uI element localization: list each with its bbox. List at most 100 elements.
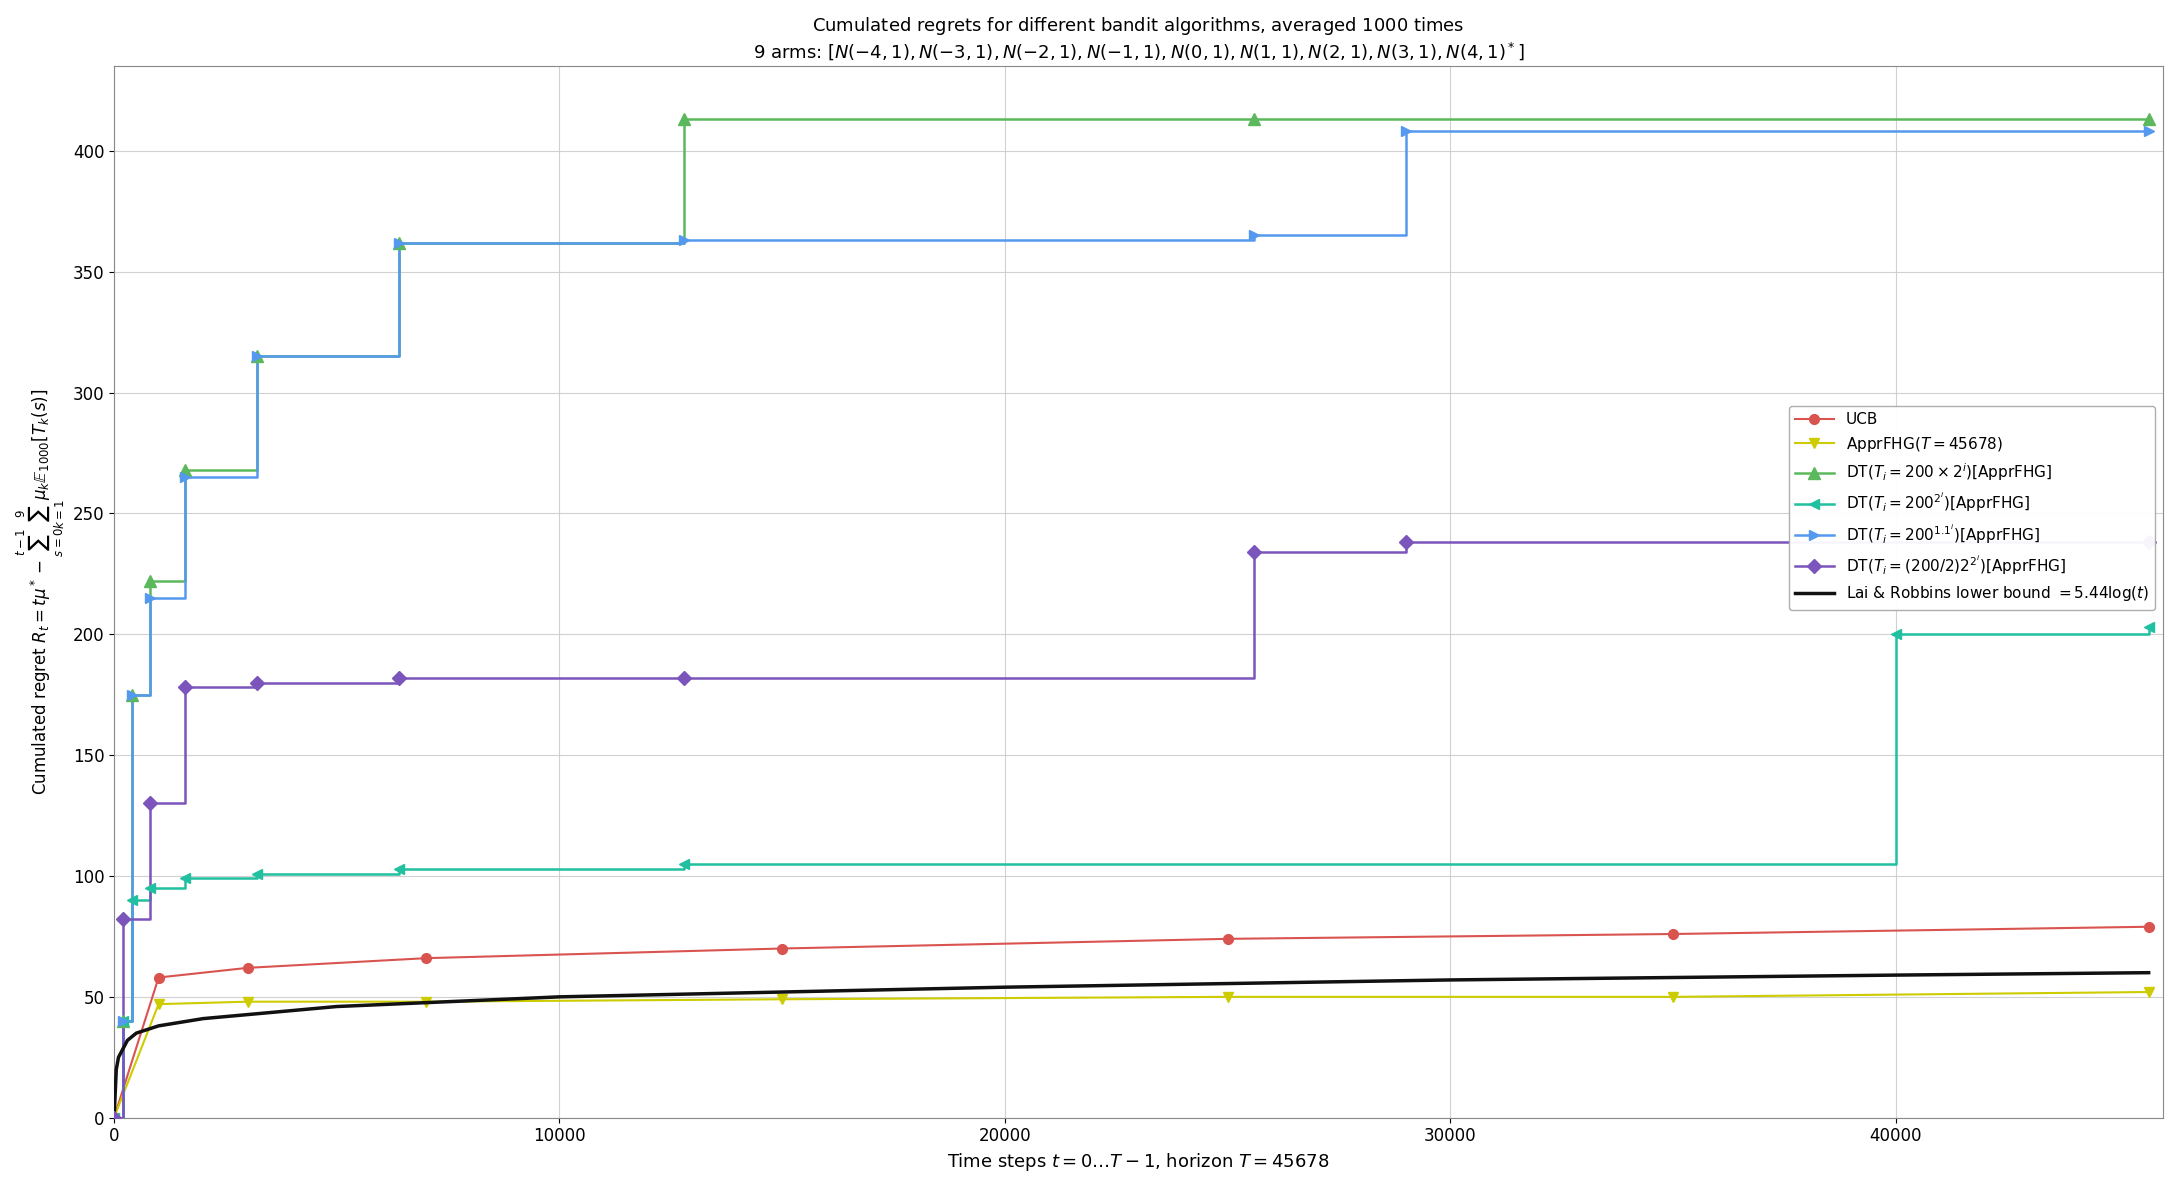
DT($T_i = 200 \times 2^i$)[ApprFHG] (671, 235, 697, 249)
DT($T_i = 200^{2^i}$)[ApprFHG] (137, 881, 163, 896)
DT($T_i = (200/2)2^{2^i}$)[ApprFHG] (244, 681, 270, 695)
DT($T_i = 200^{1.1^i}$)[ApprFHG] (109, 1013, 135, 1028)
DT($T_i = 200 \times 2^i$)[ApprFHG] (2137, 112, 2163, 126)
DT($T_i = 200^{2^i}$)[ApprFHG] (172, 881, 198, 896)
DT($T_i = 200^{1.1^i}$)[ApprFHG] (671, 233, 697, 247)
DT($T_i = 200^{2^i}$)[ApprFHG] (386, 861, 412, 876)
Title: Cumulated regrets for different bandit algorithms, averaged $1000$ times
9 arms:: Cumulated regrets for different bandit a… (754, 15, 1525, 62)
UCB (1215, 931, 1241, 946)
DT($T_i = 200^{1.1^i}$)[ApprFHG] (2137, 125, 2163, 139)
DT($T_i = 200^{1.1^i}$)[ApprFHG] (1241, 228, 1268, 242)
DT($T_i = (200/2)2^{2^i}$)[ApprFHG] (137, 796, 163, 810)
ApprFHG($T= 45678$) (235, 994, 261, 1009)
Line: DT($T_i = 200^{2^i}$)[ApprFHG]: DT($T_i = 200^{2^i}$)[ApprFHG] (113, 627, 2150, 1118)
DT($T_i = 200 \times 2^i$)[ApprFHG] (172, 463, 198, 478)
DT($T_i = 200^{1.1^i}$)[ApprFHG] (386, 235, 412, 249)
Line: ApprFHG($T= 45678$): ApprFHG($T= 45678$) (109, 987, 2154, 1123)
DT($T_i = 200^{2^i}$)[ApprFHG] (2137, 620, 2163, 634)
ApprFHG($T= 45678$) (2137, 985, 2163, 999)
DT($T_i = (200/2)2^{2^i}$)[ApprFHG] (1241, 545, 1268, 560)
X-axis label: Time steps $t=0\ldots T-1$, horizon $T=45678$: Time steps $t=0\ldots T-1$, horizon $T=4… (947, 1151, 1331, 1173)
DT($T_i = (200/2)2^{2^i}$)[ApprFHG] (137, 796, 163, 810)
DT($T_i = 200^{1.1^i}$)[ApprFHG] (109, 1111, 135, 1125)
DT($T_i = 200^{1.1^i}$)[ApprFHG] (172, 590, 198, 605)
Lai & Robbins lower bound $= 5.44 \log(t)$ (189, 1011, 216, 1025)
DT($T_i = 200^{2^i}$)[ApprFHG] (671, 857, 697, 871)
DT($T_i = (200/2)2^{2^i}$)[ApprFHG] (109, 912, 135, 927)
DT($T_i = 200^{2^i}$)[ApprFHG] (172, 871, 198, 885)
DT($T_i = 200^{1.1^i}$)[ApprFHG] (1241, 233, 1268, 247)
DT($T_i = (200/2)2^{2^i}$)[ApprFHG] (1392, 536, 1418, 550)
DT($T_i = 200 \times 2^i$)[ApprFHG] (671, 112, 697, 126)
DT($T_i = 200^{2^i}$)[ApprFHG] (120, 893, 146, 908)
DT($T_i = 200^{1.1^i}$)[ApprFHG] (137, 590, 163, 605)
DT($T_i = 200^{1.1^i}$)[ApprFHG] (1241, 228, 1268, 242)
Line: DT($T_i = (200/2)2^{2^i}$)[ApprFHG]: DT($T_i = (200/2)2^{2^i}$)[ApprFHG] (113, 543, 2150, 1118)
DT($T_i = 200^{2^i}$)[ApprFHG] (386, 861, 412, 876)
UCB (414, 952, 440, 966)
Lai & Robbins lower bound $= 5.44 \log(t)$ (124, 1026, 150, 1041)
DT($T_i = (200/2)2^{2^i}$)[ApprFHG] (671, 671, 697, 685)
DT($T_i = (200/2)2^{2^i}$)[ApprFHG] (671, 671, 697, 685)
UCB (769, 941, 795, 955)
DT($T_i = 200 \times 2^i$)[ApprFHG] (1241, 112, 1268, 126)
ApprFHG($T= 45678$) (769, 992, 795, 1006)
DT($T_i = 200 \times 2^i$)[ApprFHG] (2137, 112, 2163, 126)
ApprFHG($T= 45678$) (146, 997, 172, 1011)
DT($T_i = 200^{1.1^i}$)[ApprFHG] (172, 470, 198, 485)
DT($T_i = 200^{2^i}$)[ApprFHG] (172, 871, 198, 885)
DT($T_i = 200^{1.1^i}$)[ApprFHG] (109, 1013, 135, 1028)
DT($T_i = 200^{2^i}$)[ApprFHG] (120, 893, 146, 908)
Lai & Robbins lower bound $= 5.44 \log(t)$ (146, 1019, 172, 1034)
DT($T_i = (200/2)2^{2^i}$)[ApprFHG] (1392, 536, 1418, 550)
DT($T_i = (200/2)2^{2^i}$)[ApprFHG] (172, 681, 198, 695)
DT($T_i = (200/2)2^{2^i}$)[ApprFHG] (109, 912, 135, 927)
DT($T_i = 200^{1.1^i}$)[ApprFHG] (1392, 228, 1418, 242)
DT($T_i = 200^{1.1^i}$)[ApprFHG] (137, 590, 163, 605)
DT($T_i = (200/2)2^{2^i}$)[ApprFHG] (109, 1111, 135, 1125)
DT($T_i = 200^{2^i}$)[ApprFHG] (244, 866, 270, 880)
DT($T_i = (200/2)2^{2^i}$)[ApprFHG] (2137, 536, 2163, 550)
DT($T_i = 200^{2^i}$)[ApprFHG] (244, 871, 270, 885)
DT($T_i = 200^{1.1^i}$)[ApprFHG] (2137, 125, 2163, 139)
DT($T_i = 200^{1.1^i}$)[ApprFHG] (2137, 125, 2163, 139)
ApprFHG($T= 45678$) (414, 994, 440, 1009)
DT($T_i = 200 \times 2^i$)[ApprFHG] (244, 349, 270, 364)
DT($T_i = 200 \times 2^i$)[ApprFHG] (1241, 112, 1268, 126)
DT($T_i = 200 \times 2^i$)[ApprFHG] (109, 1013, 135, 1028)
DT($T_i = (200/2)2^{2^i}$)[ApprFHG] (671, 671, 697, 685)
DT($T_i = 200^{1.1^i}$)[ApprFHG] (137, 688, 163, 702)
DT($T_i = 200^{2^i}$)[ApprFHG] (109, 1013, 135, 1028)
DT($T_i = 200^{2^i}$)[ApprFHG] (137, 893, 163, 908)
DT($T_i = 200^{1.1^i}$)[ApprFHG] (100, 1111, 126, 1125)
Y-axis label: Cumulated regret $R_t = t\mu^* - \sum_{s=0}^{t-1}\sum_{k=1}^{9}\mu_k\mathbb{E}_{: Cumulated regret $R_t = t\mu^* - \sum_{s… (15, 388, 68, 795)
DT($T_i = 200^{2^i}$)[ApprFHG] (671, 861, 697, 876)
DT($T_i = 200^{2^i}$)[ApprFHG] (386, 866, 412, 880)
UCB (1660, 927, 1686, 941)
DT($T_i = 200 \times 2^i$)[ApprFHG] (671, 112, 697, 126)
DT($T_i = 200 \times 2^i$)[ApprFHG] (100, 1111, 126, 1125)
Lai & Robbins lower bound $= 5.44 \log(t)$ (2137, 966, 2163, 980)
DT($T_i = 200 \times 2^i$)[ApprFHG] (172, 574, 198, 588)
DT($T_i = (200/2)2^{2^i}$)[ApprFHG] (2137, 536, 2163, 550)
DT($T_i = 200^{1.1^i}$)[ApprFHG] (120, 688, 146, 702)
ApprFHG($T= 45678$) (1660, 990, 1686, 1004)
DT($T_i = 200 \times 2^i$)[ApprFHG] (172, 463, 198, 478)
DT($T_i = (200/2)2^{2^i}$)[ApprFHG] (386, 676, 412, 690)
ApprFHG($T= 45678$) (100, 1111, 126, 1125)
Lai & Robbins lower bound $= 5.44 \log(t)$ (102, 1062, 129, 1076)
Lai & Robbins lower bound $= 5.44 \log(t)$ (325, 999, 351, 1013)
DT($T_i = 200^{1.1^i}$)[ApprFHG] (671, 233, 697, 247)
DT($T_i = 200^{2^i}$)[ApprFHG] (137, 881, 163, 896)
DT($T_i = (200/2)2^{2^i}$)[ApprFHG] (1241, 545, 1268, 560)
DT($T_i = (200/2)2^{2^i}$)[ApprFHG] (100, 1111, 126, 1125)
DT($T_i = 200^{1.1^i}$)[ApprFHG] (1392, 125, 1418, 139)
DT($T_i = 200^{2^i}$)[ApprFHG] (109, 1111, 135, 1125)
DT($T_i = 200^{2^i}$)[ApprFHG] (1882, 627, 1908, 642)
UCB (100, 1111, 126, 1125)
DT($T_i = 200 \times 2^i$)[ApprFHG] (120, 688, 146, 702)
DT($T_i = 200 \times 2^i$)[ApprFHG] (109, 1111, 135, 1125)
DT($T_i = 200^{2^i}$)[ApprFHG] (2137, 620, 2163, 634)
DT($T_i = 200^{2^i}$)[ApprFHG] (671, 857, 697, 871)
DT($T_i = 200^{2^i}$)[ApprFHG] (244, 866, 270, 880)
